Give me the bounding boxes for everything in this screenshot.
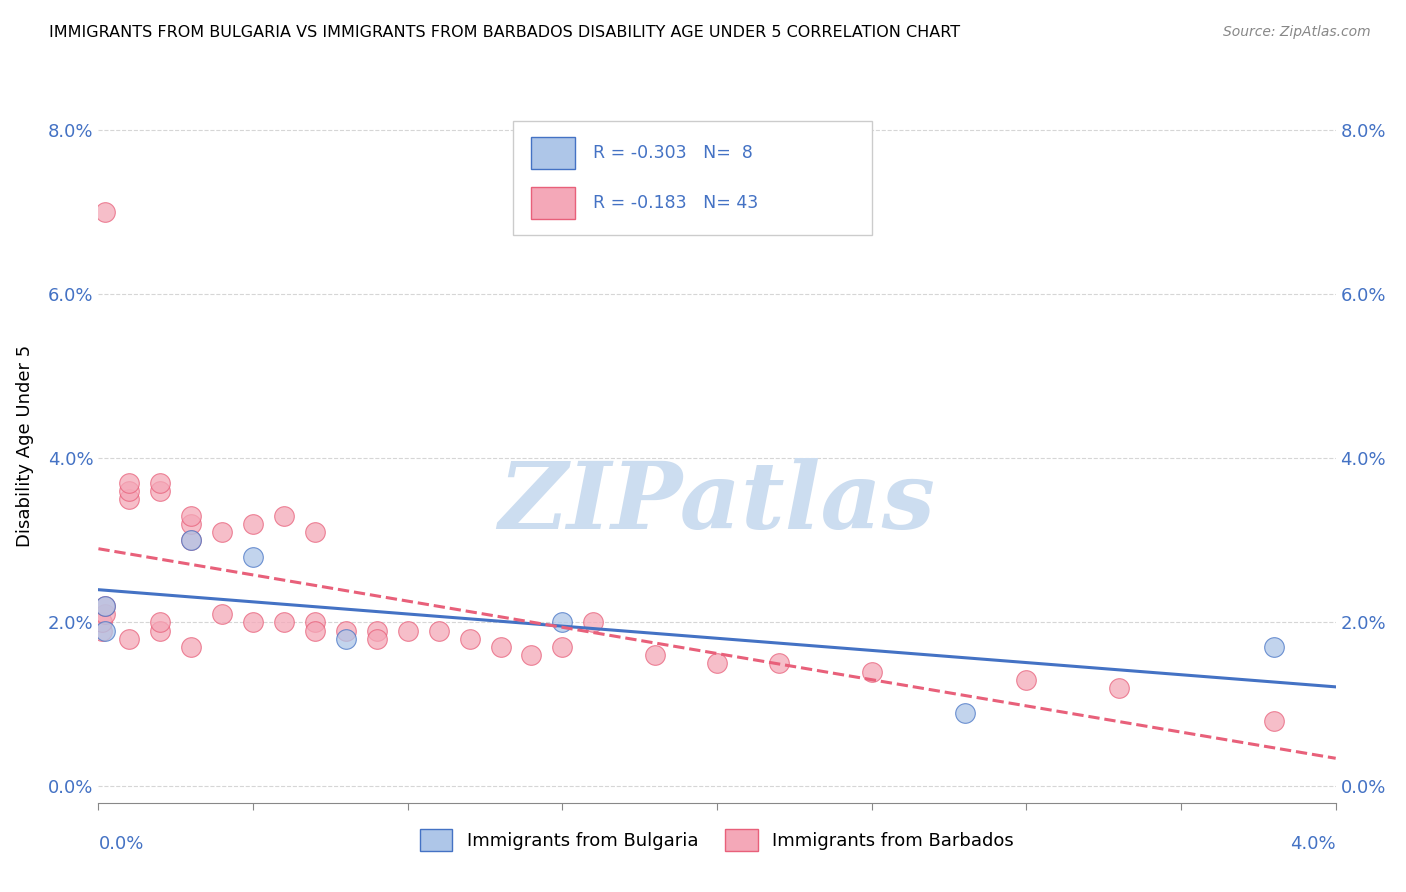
Text: 4.0%: 4.0%: [1291, 835, 1336, 853]
Point: [90, 615, 112, 630]
Point: [180, 533, 202, 548]
FancyBboxPatch shape: [513, 121, 872, 235]
Bar: [531, 187, 575, 219]
Point: [93, 599, 115, 613]
Text: R = -0.303   N=  8: R = -0.303 N= 8: [593, 145, 754, 162]
Point: [551, 615, 574, 630]
Text: IMMIGRANTS FROM BULGARIA VS IMMIGRANTS FROM BARBADOS DISABILITY AGE UNDER 5 CORR: IMMIGRANTS FROM BULGARIA VS IMMIGRANTS F…: [49, 25, 960, 40]
Point: [211, 525, 233, 540]
Point: [93, 205, 115, 219]
Point: [273, 615, 295, 630]
Point: [1108, 681, 1130, 695]
Point: [582, 615, 605, 630]
Point: [1263, 640, 1285, 654]
Point: [304, 525, 326, 540]
Point: [396, 624, 419, 638]
Point: [551, 640, 574, 654]
Point: [366, 624, 388, 638]
Point: [242, 549, 264, 564]
Legend: Immigrants from Bulgaria, Immigrants from Barbados: Immigrants from Bulgaria, Immigrants fro…: [413, 822, 1021, 858]
Point: [860, 665, 883, 679]
Point: [93, 607, 115, 622]
Text: ZIPatlas: ZIPatlas: [499, 458, 935, 548]
Text: Source: ZipAtlas.com: Source: ZipAtlas.com: [1223, 25, 1371, 39]
Point: [149, 615, 172, 630]
Point: [93, 624, 115, 638]
Point: [768, 657, 790, 671]
Point: [335, 632, 357, 646]
Point: [427, 624, 450, 638]
Point: [211, 607, 233, 622]
Text: 0.0%: 0.0%: [98, 835, 143, 853]
Point: [1263, 714, 1285, 728]
Point: [93, 599, 115, 613]
Point: [644, 648, 666, 662]
Point: [335, 624, 357, 638]
Text: R = -0.183   N= 43: R = -0.183 N= 43: [593, 194, 759, 212]
Point: [304, 624, 326, 638]
Point: [273, 508, 295, 523]
Point: [118, 492, 141, 507]
Point: [149, 624, 172, 638]
Point: [90, 624, 112, 638]
Y-axis label: Disability Age Under 5: Disability Age Under 5: [15, 345, 34, 547]
Point: [1015, 673, 1038, 687]
Point: [180, 640, 202, 654]
Point: [180, 516, 202, 531]
Point: [149, 484, 172, 499]
Point: [180, 533, 202, 548]
Point: [366, 632, 388, 646]
Point: [953, 706, 976, 720]
Point: [520, 648, 543, 662]
Bar: [531, 137, 575, 169]
Point: [118, 632, 141, 646]
Point: [458, 632, 481, 646]
Point: [242, 516, 264, 531]
Point: [180, 508, 202, 523]
Point: [118, 475, 141, 490]
Point: [706, 657, 728, 671]
Point: [149, 475, 172, 490]
Point: [242, 615, 264, 630]
Point: [118, 484, 141, 499]
Point: [304, 615, 326, 630]
Point: [489, 640, 512, 654]
